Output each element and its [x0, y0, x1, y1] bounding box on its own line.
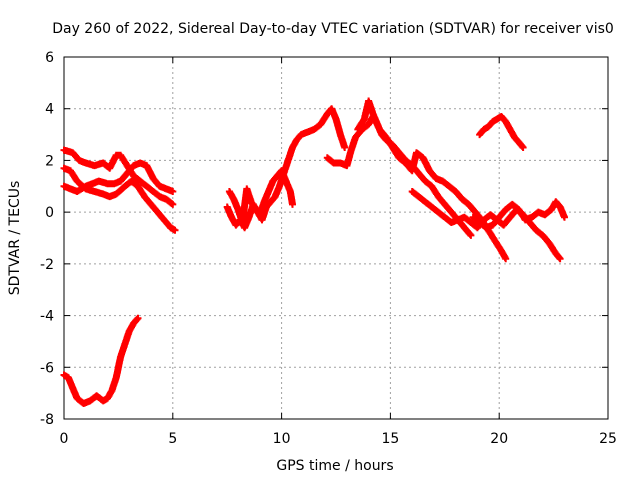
y-tick-label: 6: [45, 50, 54, 66]
y-tick-label: -6: [40, 360, 54, 376]
y-tick-label: 0: [45, 205, 54, 221]
data-markers: [60, 164, 179, 234]
y-tick-label: -8: [40, 412, 54, 428]
series-track-3: [60, 159, 177, 195]
data-markers: [60, 159, 177, 195]
series-track-10: [469, 198, 568, 232]
x-tick-label: 0: [60, 431, 69, 447]
axis-ticks: 0 5 10 15 20 25 -8 -6 -4 -2 0 2 4 6: [40, 50, 617, 447]
data-markers: [225, 167, 296, 226]
series-track-8: [354, 97, 510, 263]
plot-frame: [63, 56, 609, 420]
x-tick-label: 25: [599, 431, 617, 447]
x-tick-label: 10: [273, 431, 291, 447]
y-tick-label: -2: [40, 257, 54, 273]
chart-title: Day 260 of 2022, Sidereal Day-to-day VTE…: [52, 21, 614, 37]
data-markers: [469, 198, 568, 232]
x-tick-label: 15: [381, 431, 399, 447]
x-axis-title: GPS time / hours: [276, 458, 393, 474]
data-markers: [60, 146, 177, 208]
y-axis-title: SDTVAR / TECUs: [7, 181, 23, 296]
series-track-6: [225, 167, 296, 226]
series-track-4: [60, 314, 142, 407]
series-track-1: [60, 146, 177, 208]
data-markers: [60, 314, 142, 407]
y-tick-label: 4: [45, 102, 54, 118]
plot-area: [60, 97, 568, 407]
y-tick-label: 2: [45, 153, 54, 169]
x-tick-label: 5: [168, 431, 177, 447]
x-tick-label: 20: [490, 431, 508, 447]
series-track-11: [476, 113, 527, 151]
data-markers: [476, 113, 527, 151]
series-track-2: [60, 164, 179, 234]
data-markers: [354, 97, 510, 263]
y-tick-label: -4: [40, 309, 54, 325]
